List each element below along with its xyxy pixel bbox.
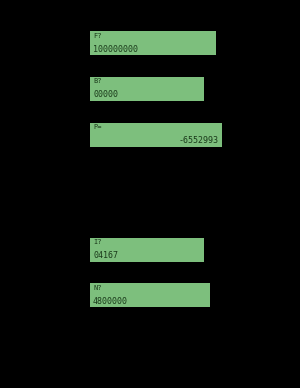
Text: N?: N? (93, 285, 101, 291)
FancyBboxPatch shape (90, 31, 216, 55)
FancyBboxPatch shape (90, 77, 204, 101)
Text: 00000: 00000 (93, 90, 118, 99)
Text: 4800000: 4800000 (93, 297, 128, 306)
Text: F?: F? (93, 33, 101, 39)
Text: B?: B? (93, 78, 101, 84)
Text: P=: P= (93, 124, 101, 130)
Text: 04167: 04167 (93, 251, 118, 260)
Text: I?: I? (93, 239, 101, 245)
FancyBboxPatch shape (90, 123, 222, 147)
Text: -6552993: -6552993 (179, 136, 219, 145)
FancyBboxPatch shape (90, 283, 210, 307)
Text: 100000000: 100000000 (93, 45, 138, 54)
FancyBboxPatch shape (90, 238, 204, 262)
